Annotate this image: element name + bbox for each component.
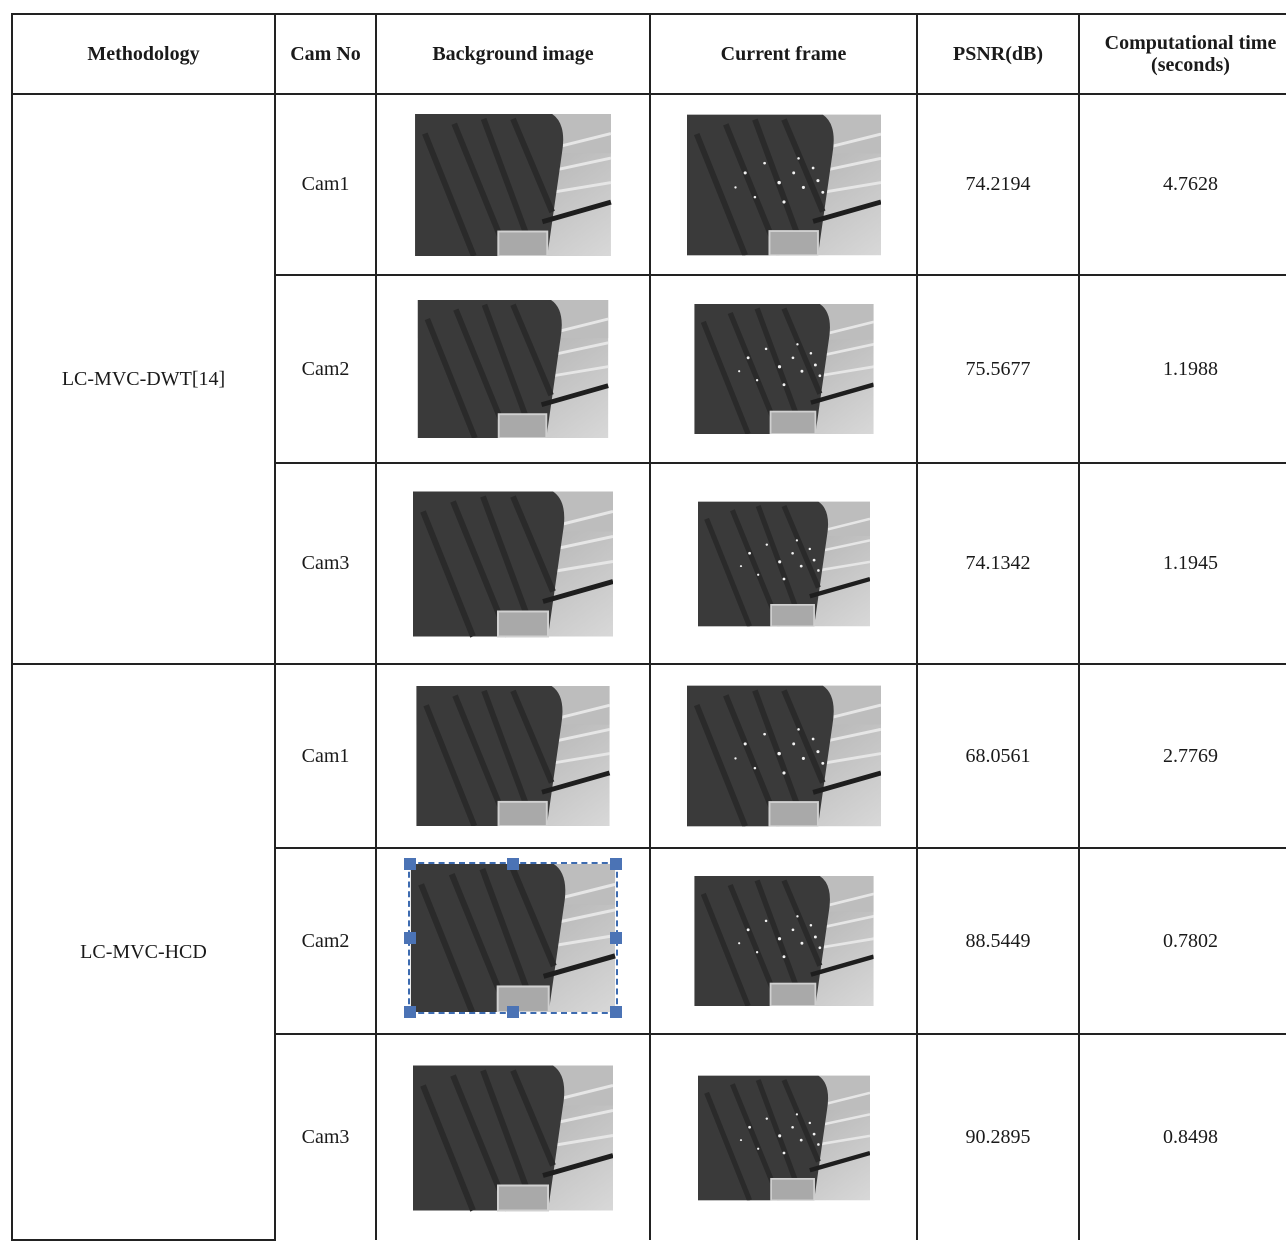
cam-cell: Cam3 <box>274 1033 377 1240</box>
resize-handle-top-right[interactable] <box>610 858 622 870</box>
current-frame-image <box>687 114 881 256</box>
psnr-cell: 88.5449 <box>916 847 1080 1035</box>
cam-cell: Cam3 <box>274 462 377 665</box>
current-frame-image <box>698 494 870 634</box>
background-image-cell <box>375 847 651 1035</box>
header-current-frame: Current frame <box>649 13 918 95</box>
background-image-cell <box>375 93 651 276</box>
background-image <box>413 1054 613 1222</box>
resize-handle-top-left[interactable] <box>404 858 416 870</box>
time-cell: 1.1988 <box>1078 274 1286 464</box>
table-row: Cam3 90.2895 0.8498 <box>12 1033 1286 1240</box>
current-frame-cell <box>649 93 918 276</box>
current-frame-cell <box>649 847 918 1035</box>
header-cam-no: Cam No <box>274 13 377 95</box>
current-frame-image <box>687 685 881 827</box>
background-image-cell <box>375 274 651 464</box>
time-cell: 1.1945 <box>1078 462 1286 665</box>
table-row: Cam2 88.5449 0.7802 <box>12 847 1286 1035</box>
background-image-cell <box>375 1033 651 1240</box>
table-row: LC-MVC-HCD Cam1 68.0561 2.7769 <box>11 663 1286 1241</box>
psnr-cell: 90.2895 <box>916 1033 1080 1240</box>
resize-handle-right[interactable] <box>610 932 622 944</box>
current-frame-cell <box>649 274 918 464</box>
time-cell: 4.7628 <box>1078 93 1286 276</box>
table-row: Cam2 75.5677 1.1988 <box>12 274 1286 464</box>
psnr-cell: 74.1342 <box>916 462 1080 665</box>
resize-handle-bottom-right[interactable] <box>610 1006 622 1018</box>
header-computational-time: Computational time (seconds) <box>1078 13 1286 95</box>
time-cell: 2.7769 <box>1078 663 1286 849</box>
current-frame-cell <box>649 462 918 665</box>
table-row: Cam3 74.1342 1.1945 <box>12 462 1286 665</box>
background-image <box>413 686 613 826</box>
psnr-cell: 68.0561 <box>916 663 1080 849</box>
cam-cell: Cam2 <box>274 274 377 464</box>
background-image <box>413 114 613 256</box>
resize-handle-top[interactable] <box>507 858 519 870</box>
resize-handle-left[interactable] <box>404 932 416 944</box>
current-frame-image <box>688 304 880 434</box>
selected-image-frame[interactable] <box>404 858 622 1018</box>
psnr-cell: 75.5677 <box>916 274 1080 464</box>
methodology-cell: LC-MVC-DWT[14] <box>11 93 276 665</box>
current-frame-cell <box>649 663 918 849</box>
background-image[interactable] <box>410 864 616 1012</box>
methodology-cell: LC-MVC-HCD <box>11 663 276 1241</box>
table-row: LC-MVC-DWT[14] Cam1 74.2194 4.7628 <box>11 93 1286 665</box>
background-image-cell <box>375 663 651 849</box>
cam-cell: Cam1 <box>274 93 377 276</box>
header-psnr: PSNR(dB) <box>916 13 1080 95</box>
background-image <box>413 481 613 647</box>
resize-handle-bottom-left[interactable] <box>404 1006 416 1018</box>
current-frame-image <box>688 876 880 1006</box>
resize-handle-bottom[interactable] <box>507 1006 519 1018</box>
header-background-image: Background image <box>375 13 651 95</box>
background-image-cell <box>375 462 651 665</box>
results-table: Methodology Cam No Background image Curr… <box>11 13 1286 1241</box>
time-cell: 0.8498 <box>1078 1033 1286 1240</box>
header-row: Methodology Cam No Background image Curr… <box>11 13 1286 95</box>
cam-cell: Cam2 <box>274 847 377 1035</box>
background-image <box>417 300 609 438</box>
header-methodology: Methodology <box>11 13 276 95</box>
psnr-cell: 74.2194 <box>916 93 1080 276</box>
cam-cell: Cam1 <box>274 663 377 849</box>
time-cell: 0.7802 <box>1078 847 1286 1035</box>
current-frame-cell <box>649 1033 918 1240</box>
current-frame-image <box>698 1068 870 1208</box>
